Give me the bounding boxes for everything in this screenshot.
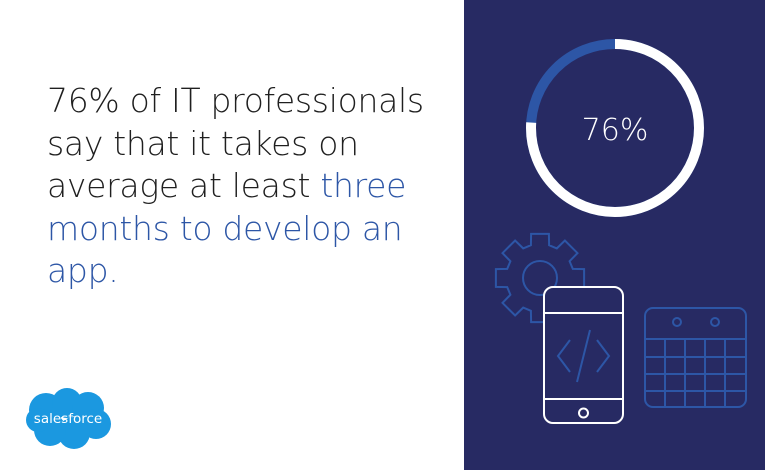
salesforce-logo: salesforce — [24, 386, 114, 456]
statistic-highlight: three months to develop an app. — [47, 166, 407, 290]
calendar-icon — [644, 307, 747, 408]
illustration-panel: 76% — [464, 0, 765, 470]
donut-label: 76% — [582, 113, 649, 148]
donut-value-arc — [526, 39, 704, 217]
statistic-plain: 76% of IT professionals say that it take… — [47, 81, 424, 205]
logo-text: salesforce — [34, 411, 102, 427]
donut-chart: 76% — [526, 39, 704, 217]
statistic-text: 76% of IT professionals say that it take… — [47, 80, 447, 293]
mobile-code-icon — [543, 286, 624, 424]
